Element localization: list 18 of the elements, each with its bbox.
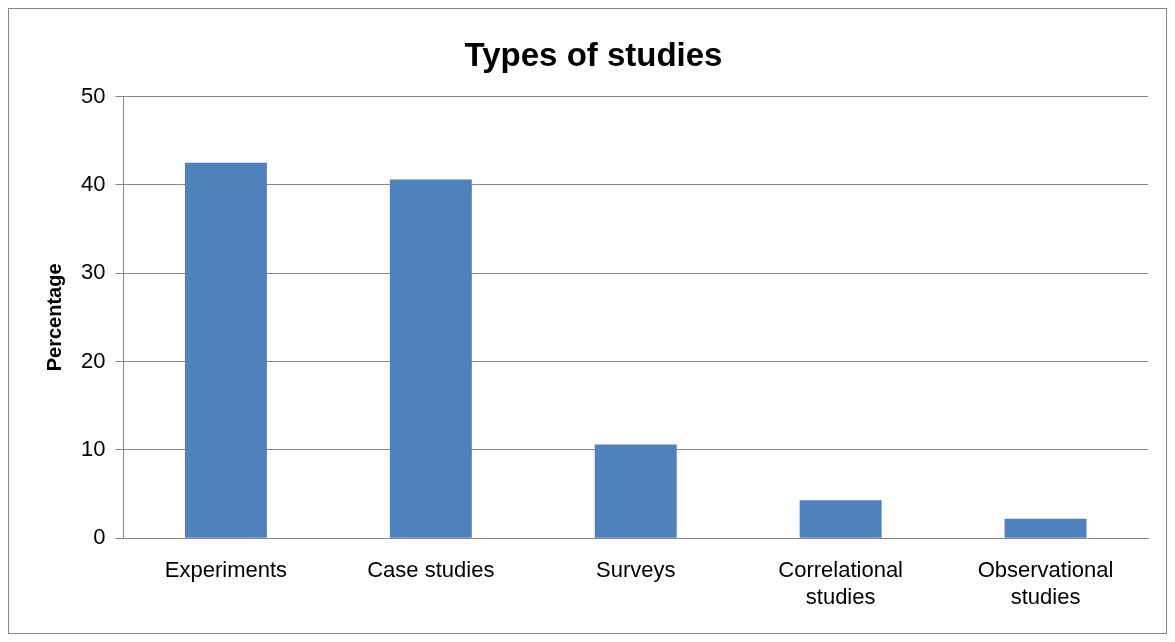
bar [594, 444, 677, 538]
bar [1004, 518, 1087, 538]
x-tick-label: Case studies [367, 557, 495, 583]
bar [799, 500, 882, 538]
y-tick-label: 20 [80, 347, 106, 373]
y-axis-title: Percentage [42, 263, 65, 372]
x-tick-label: Surveys [595, 557, 676, 583]
y-tick-label: 10 [80, 435, 106, 461]
y-tick-label: 30 [80, 259, 106, 285]
x-tick-label: Correlational studies [778, 557, 904, 609]
y-tick-label: 0 [93, 524, 106, 550]
y-tick-label: 50 [80, 82, 106, 108]
x-tick-label: Observational studies [977, 557, 1114, 609]
chart-title: Types of studies [464, 35, 723, 73]
bar [389, 179, 472, 538]
x-tick-label: Experiments [164, 557, 288, 583]
y-tick-label: 40 [80, 170, 106, 196]
bar [184, 162, 267, 538]
